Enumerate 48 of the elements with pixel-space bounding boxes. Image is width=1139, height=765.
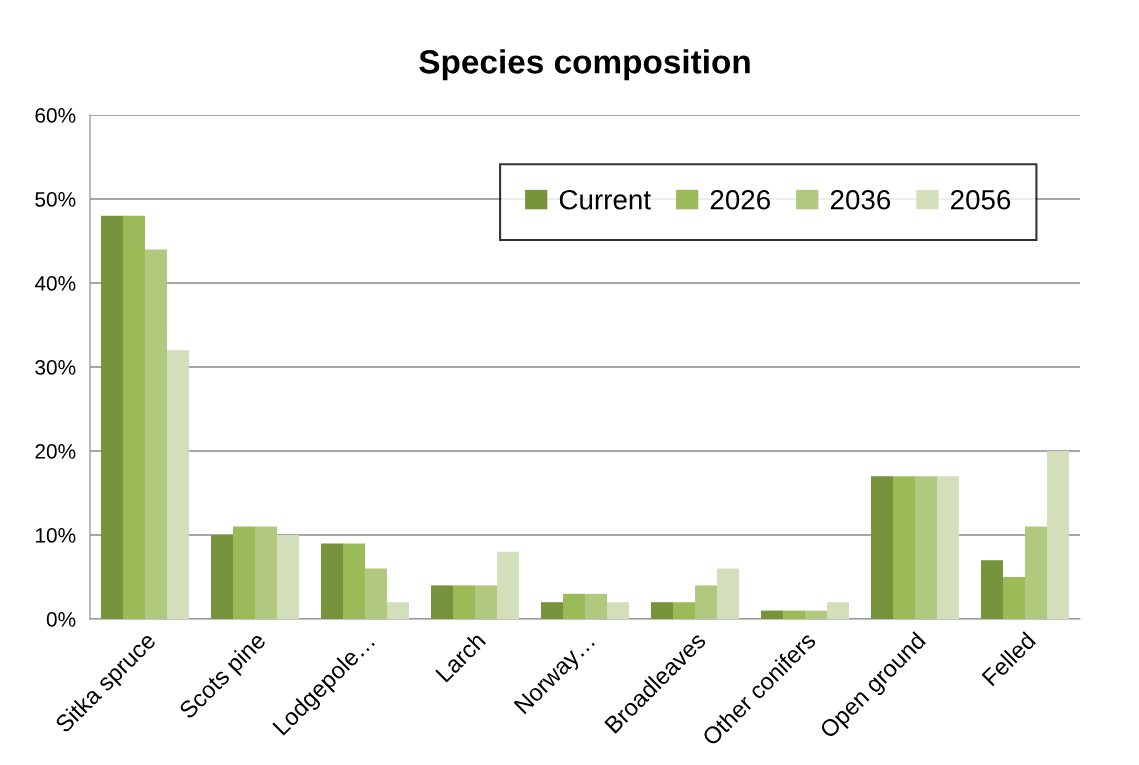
bar	[717, 568, 739, 619]
y-tick-label: 10%	[36, 528, 76, 543]
y-tick-label: 50%	[35, 192, 76, 207]
bar	[145, 249, 167, 619]
bar	[321, 543, 343, 619]
bar	[893, 476, 915, 619]
bar	[695, 585, 717, 619]
bar	[475, 585, 497, 619]
bar	[387, 602, 409, 619]
y-tick-label: 20%	[35, 444, 76, 459]
bar	[651, 602, 673, 619]
bar	[431, 585, 453, 619]
bar	[1025, 526, 1047, 619]
legend-label: 2056	[951, 189, 1011, 210]
bar	[607, 602, 629, 619]
y-tick-label: 40%	[34, 276, 76, 291]
bar	[541, 602, 563, 619]
bar	[277, 535, 299, 619]
legend-label: 2026	[710, 189, 770, 210]
bar	[1003, 577, 1025, 619]
bar	[233, 526, 255, 619]
bar	[585, 593, 607, 619]
bar	[365, 568, 387, 619]
bar	[915, 476, 937, 619]
bar	[761, 610, 783, 619]
legend-label: Current	[559, 189, 651, 210]
bar	[255, 526, 277, 619]
bar	[497, 551, 519, 619]
y-tick-label: 60%	[35, 108, 76, 123]
bar	[123, 215, 145, 619]
bar	[673, 602, 695, 619]
bar	[101, 215, 123, 619]
bar	[453, 585, 475, 619]
bar	[211, 535, 233, 619]
bar	[805, 610, 827, 619]
bar	[563, 593, 585, 619]
y-tick-label: 0%	[46, 612, 76, 627]
bar	[167, 350, 189, 619]
bar	[937, 476, 959, 619]
bar	[871, 476, 893, 619]
bar	[827, 602, 849, 619]
bar	[981, 560, 1003, 619]
chart-title: Species composition	[419, 49, 750, 81]
bar	[343, 543, 365, 619]
y-tick-label: 30%	[35, 360, 76, 375]
bar	[783, 610, 805, 619]
legend-label: 2036	[830, 189, 891, 210]
bar	[1047, 451, 1069, 619]
